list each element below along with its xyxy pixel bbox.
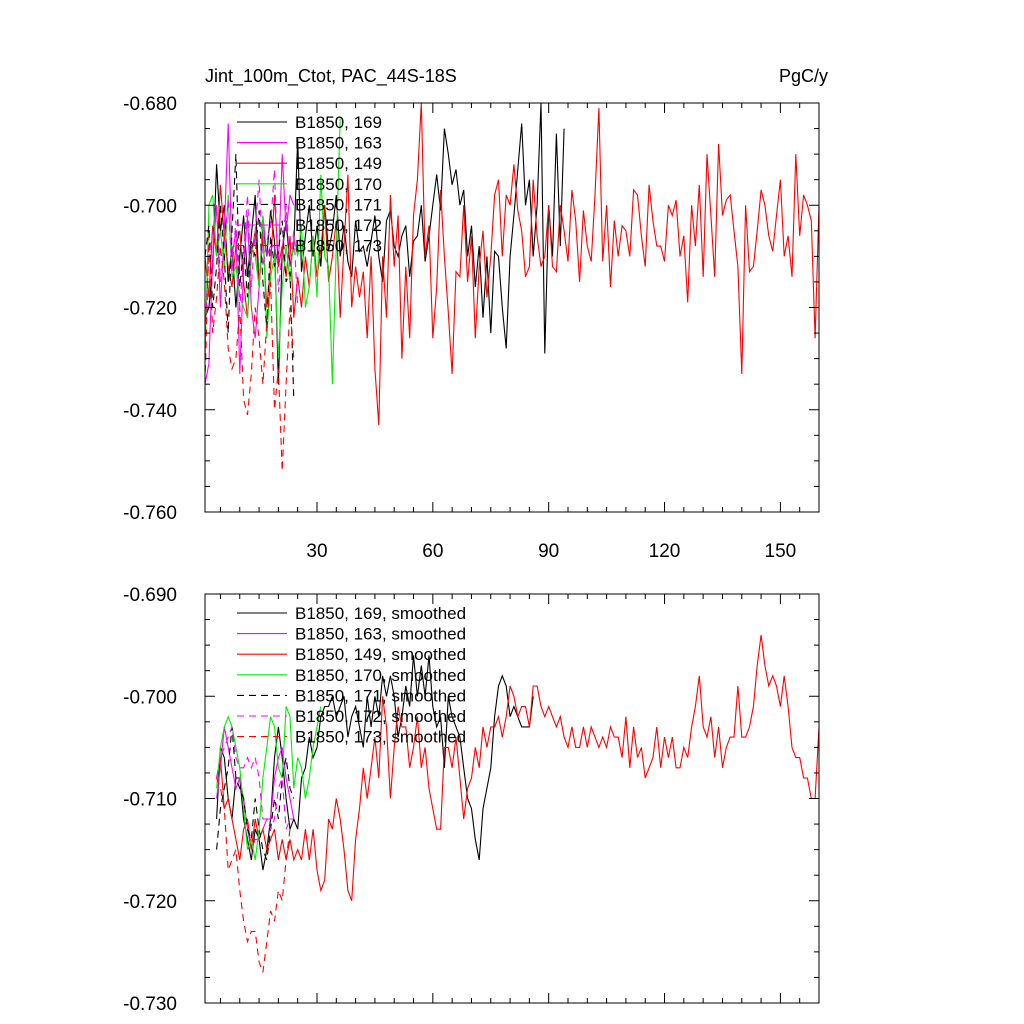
- top-legend-label-6: B1850, 172: [295, 216, 382, 235]
- top-ytick-label: -0.740: [123, 401, 177, 422]
- top-xtick-label: 90: [538, 541, 559, 562]
- top-xtick-label: 150: [765, 541, 797, 562]
- top-ytick-label: -0.700: [123, 196, 177, 217]
- bottom-legend-label-4: B1850, 170, smoothed: [295, 666, 466, 685]
- top-series-line-3: [205, 103, 819, 426]
- top-series-line-5: [205, 154, 295, 400]
- top-xtick-label: 120: [649, 541, 681, 562]
- top-legend-label-7: B1850, 173: [295, 237, 382, 256]
- top-legend-label-1: B1850, 169: [295, 113, 382, 132]
- top-xtick-label: 30: [306, 541, 327, 562]
- bottom-series-line-4: [216, 706, 322, 861]
- bottom-ytick-label: -0.720: [123, 892, 177, 913]
- top-legend-label-5: B1850, 171: [295, 195, 382, 214]
- bottom-series-line-6: [216, 726, 294, 831]
- bottom-legend-label-3: B1850, 149, smoothed: [295, 645, 466, 664]
- top-legend-label-3: B1850, 149: [295, 154, 382, 173]
- top-legend-label-4: B1850, 170: [295, 175, 382, 194]
- bottom-series-line-1: [216, 655, 534, 871]
- bottom-legend-label-1: B1850, 169, smoothed: [295, 604, 466, 623]
- bottom-legend-label-2: B1850, 163, smoothed: [295, 625, 466, 644]
- bottom-series-line-7: [216, 777, 291, 973]
- bottom-series-line-5: [216, 726, 295, 861]
- bottom-ytick-label: -0.690: [123, 585, 177, 606]
- top-series-line-7: [205, 235, 295, 472]
- bottom-legend: B1850, 169, smoothed B1850, 163, smoothed…: [237, 604, 466, 747]
- bottom-legend-label-5: B1850, 171, smoothed: [295, 686, 466, 705]
- bottom-plot-area: [216, 634, 819, 973]
- chart-units: PgC/y: [779, 66, 828, 86]
- bottom-ytick-label: -0.700: [123, 687, 177, 708]
- top-series-line-6: [205, 169, 299, 334]
- bottom-ytick-label: -0.730: [123, 994, 177, 1015]
- bottom-legend-label-7: B1850, 173, smoothed: [295, 728, 466, 747]
- top-ytick-label: -0.720: [123, 299, 177, 320]
- bottom-series-line-3: [216, 634, 819, 901]
- top-axes: -0.760 -0.740 -0.720 -0.700 -0.680 30 60 90 120 1…: [123, 94, 820, 562]
- top-ytick-label: -0.680: [123, 94, 177, 115]
- top-chart-panel: Jint_100m_Ctot, PAC_44S-18S PgC/y B1850,…: [123, 66, 828, 562]
- bottom-legend-label-6: B1850, 172, smoothed: [295, 707, 466, 726]
- bottom-axes: -0.730 -0.720 -0.710 -0.700 -0.690: [123, 585, 820, 1015]
- top-plot-area: [205, 103, 819, 472]
- top-ytick-label: -0.760: [123, 503, 177, 524]
- bottom-ytick-label: -0.710: [123, 790, 177, 811]
- bottom-chart-panel: B1850, 169, smoothed B1850, 163, smoothed…: [123, 585, 820, 1015]
- top-legend-label-2: B1850, 163: [295, 134, 382, 153]
- chart-title: Jint_100m_Ctot, PAC_44S-18S: [205, 66, 457, 87]
- top-xtick-label: 60: [422, 541, 443, 562]
